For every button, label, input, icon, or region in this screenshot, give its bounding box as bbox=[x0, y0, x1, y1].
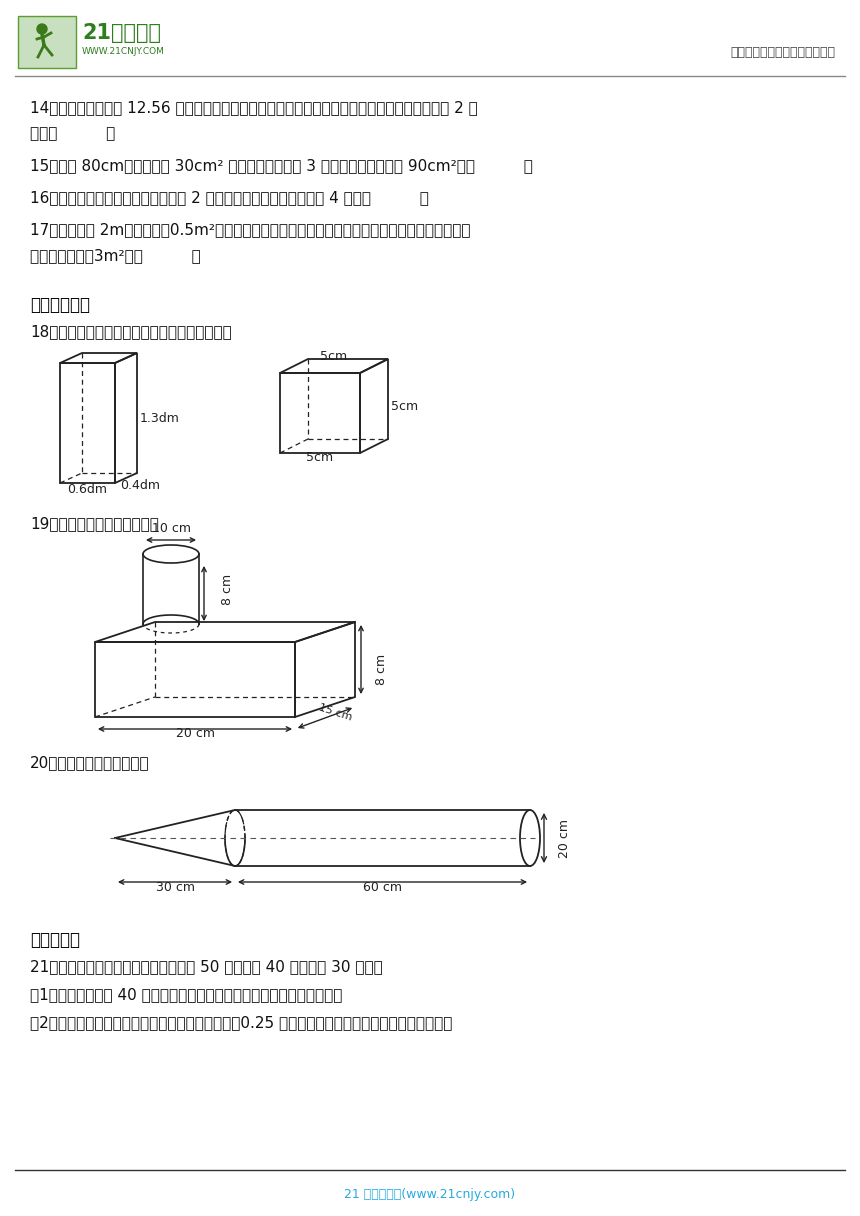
Text: 1.3dm: 1.3dm bbox=[140, 411, 180, 424]
Text: 8 cm: 8 cm bbox=[221, 574, 234, 604]
Text: 积比原来增加了3m²。（          ）: 积比原来增加了3m²。（ ） bbox=[30, 248, 200, 263]
Text: 17．把一根长 2m，底面积是0.5m²的圆柱形木料，截成长度相等的四个圆柱体后，这些木料的表面: 17．把一根长 2m，底面积是0.5m²的圆柱形木料，截成长度相等的四个圆柱体后… bbox=[30, 223, 470, 237]
Text: 8 cm: 8 cm bbox=[375, 654, 388, 685]
Text: 15．把长 80cm、底面积是 30cm² 的圆柱形锂材键成 3 段后，表面积增加了 90cm²。（          ）: 15．把长 80cm、底面积是 30cm² 的圆柱形锂材键成 3 段后，表面积增… bbox=[30, 158, 533, 173]
Text: 中小学教育资源及组卷应用平台: 中小学教育资源及组卷应用平台 bbox=[730, 45, 835, 58]
Text: 21．一个长方体玻璃鱼缸（无盖），长 50 厘米，宽 40 厘米，高 30 厘米。: 21．一个长方体玻璃鱼缸（无盖），长 50 厘米，宽 40 厘米，高 30 厘米… bbox=[30, 959, 383, 974]
Text: 5cm: 5cm bbox=[321, 350, 347, 364]
Text: 20 cm: 20 cm bbox=[558, 818, 571, 857]
Text: 四、图形计算: 四、图形计算 bbox=[30, 295, 90, 314]
Text: 21世纪教育: 21世纪教育 bbox=[82, 23, 161, 43]
Text: 5cm: 5cm bbox=[391, 400, 418, 412]
Text: 5cm: 5cm bbox=[306, 451, 334, 465]
Text: 10 cm: 10 cm bbox=[151, 522, 191, 535]
Text: 20 cm: 20 cm bbox=[175, 727, 214, 741]
Bar bbox=[18, 16, 76, 68]
Text: 米。（          ）: 米。（ ） bbox=[30, 126, 115, 141]
Text: 0.6dm: 0.6dm bbox=[67, 483, 108, 496]
Text: （2）再往水里放入鹅卵石、水草和鱼，水面上升了0.25 分米，这些鹅卵石、水草和鱼的体积一共是: （2）再往水里放入鹅卵石、水草和鱼，水面上升了0.25 分米，这些鹅卵石、水草和… bbox=[30, 1015, 452, 1030]
Text: 20．计算下面图形的体积。: 20．计算下面图形的体积。 bbox=[30, 755, 150, 770]
Text: 19．计算下面图形的表面积。: 19．计算下面图形的表面积。 bbox=[30, 516, 159, 531]
Text: 30 cm: 30 cm bbox=[156, 882, 194, 894]
FancyBboxPatch shape bbox=[15, 12, 200, 71]
Text: 21 世纪教育网(www.21cnjy.com): 21 世纪教育网(www.21cnjy.com) bbox=[345, 1188, 515, 1201]
Text: WWW.21CNJY.COM: WWW.21CNJY.COM bbox=[82, 47, 165, 56]
Text: 60 cm: 60 cm bbox=[363, 882, 402, 894]
Text: 0.4dm: 0.4dm bbox=[120, 479, 160, 492]
Text: 15 cm: 15 cm bbox=[317, 703, 353, 724]
Text: 14．一个圆柱的高是 12.56 分米，把它的侧面沿高展开后是一个正方形，这个圆柱的底面半径是 2 分: 14．一个圆柱的高是 12.56 分米，把它的侧面沿高展开后是一个正方形，这个圆… bbox=[30, 100, 478, 116]
Circle shape bbox=[37, 24, 47, 34]
Text: （1）在鱼缸里注入 40 升水，水深大约多少分米？（玻璃厕度忽略不计）: （1）在鱼缸里注入 40 升水，水深大约多少分米？（玻璃厕度忽略不计） bbox=[30, 987, 342, 1002]
Text: 16．一个正方体的棱长扩大到原来的 2 倍，它的体积就扩大到原来的 4 倍。（          ）: 16．一个正方体的棱长扩大到原来的 2 倍，它的体积就扩大到原来的 4 倍。（ … bbox=[30, 190, 429, 206]
Text: 五、解答题: 五、解答题 bbox=[30, 931, 80, 948]
Text: 18．计算下面长方体和正方体的表面积和体积。: 18．计算下面长方体和正方体的表面积和体积。 bbox=[30, 323, 231, 339]
